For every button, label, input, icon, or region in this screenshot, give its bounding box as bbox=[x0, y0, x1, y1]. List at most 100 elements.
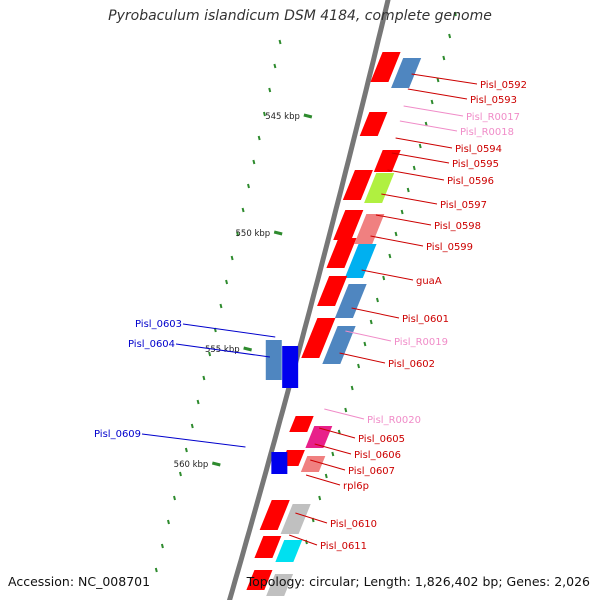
inner-tick bbox=[268, 87, 272, 93]
gene-box bbox=[333, 210, 364, 240]
inner-tick bbox=[247, 183, 250, 189]
gene-box bbox=[246, 570, 273, 590]
inner-tick bbox=[225, 279, 229, 285]
label-leader bbox=[314, 443, 352, 455]
inner-tick bbox=[178, 471, 182, 477]
inner-tick bbox=[190, 423, 194, 429]
label-leader bbox=[407, 88, 468, 100]
outer-tick bbox=[430, 99, 434, 105]
inner-tick bbox=[278, 39, 282, 45]
label-leader bbox=[289, 534, 318, 546]
gene-label: Pisl_R0020 bbox=[367, 415, 421, 426]
gene-label: rpl6p bbox=[343, 481, 369, 492]
label-leader bbox=[182, 323, 276, 338]
label-leader bbox=[361, 269, 414, 281]
gene-label: Pisl_0602 bbox=[388, 359, 435, 370]
outer-tick bbox=[442, 55, 446, 61]
outer-tick bbox=[453, 11, 457, 17]
gene-label: guaA bbox=[416, 276, 442, 287]
label-leader bbox=[295, 512, 328, 524]
scale-label: 550 kbp bbox=[236, 229, 271, 239]
label-leader bbox=[375, 214, 432, 226]
gene-label: Pisl_0606 bbox=[354, 450, 401, 461]
reverse-gene-box bbox=[265, 340, 282, 380]
label-leader bbox=[310, 459, 346, 471]
gene-label: Pisl_0594 bbox=[455, 144, 502, 155]
gene-label: Pisl_0610 bbox=[330, 519, 377, 530]
gene-label: Pisl_0611 bbox=[320, 541, 367, 552]
inner-tick bbox=[236, 231, 240, 237]
gene-label: Pisl_0601 bbox=[402, 314, 449, 325]
label-leader bbox=[175, 343, 270, 358]
outer-tick bbox=[394, 231, 398, 237]
gene-label: Pisl_0598 bbox=[434, 221, 481, 232]
label-leader bbox=[403, 105, 464, 117]
scale-tick bbox=[243, 346, 252, 352]
inner-tick bbox=[241, 207, 245, 213]
label-leader bbox=[351, 307, 400, 319]
outer-tick bbox=[344, 407, 348, 413]
outer-tick bbox=[388, 253, 392, 259]
inner-tick bbox=[273, 63, 277, 69]
gene-box bbox=[391, 58, 422, 88]
gene-box bbox=[317, 276, 348, 306]
scale-tick bbox=[273, 230, 283, 236]
page-title: Pyrobaculum islandicum DSM 4184, complet… bbox=[108, 8, 492, 24]
gene-label: Pisl_0597 bbox=[440, 200, 487, 211]
label-leader bbox=[411, 73, 478, 85]
label-leader bbox=[318, 427, 356, 439]
reverse-gene-box bbox=[271, 452, 288, 474]
label-leader bbox=[339, 352, 386, 364]
label-leader bbox=[324, 408, 365, 420]
gene-label: Pisl_0603 bbox=[135, 319, 182, 330]
gene-box bbox=[359, 112, 388, 136]
inner-tick bbox=[184, 447, 188, 453]
gene-box bbox=[326, 238, 357, 268]
gene-box bbox=[289, 416, 314, 432]
inner-tick bbox=[263, 111, 266, 117]
scale-tick bbox=[303, 113, 313, 119]
topology-text: Topology: circular; Length: 1,826,402 bp… bbox=[246, 574, 590, 589]
gene-label: Pisl_0595 bbox=[452, 159, 499, 170]
gene-label: Pisl_0607 bbox=[348, 466, 395, 477]
gene-box bbox=[305, 426, 333, 448]
gene-label: Pisl_0604 bbox=[128, 339, 175, 350]
outer-tick bbox=[363, 341, 367, 347]
outer-tick bbox=[350, 385, 354, 391]
label-leader bbox=[387, 169, 445, 181]
gene-box bbox=[342, 170, 373, 200]
label-leader bbox=[345, 330, 392, 342]
gene-box bbox=[254, 536, 282, 558]
label-leader bbox=[399, 120, 458, 132]
gene-box bbox=[344, 244, 377, 278]
label-leader bbox=[391, 152, 450, 164]
gene-label: Pisl_0592 bbox=[480, 80, 527, 91]
gene-label: Pisl_0596 bbox=[447, 176, 494, 187]
scale-tick bbox=[211, 461, 221, 467]
inner-tick bbox=[219, 303, 223, 309]
gene-box bbox=[300, 456, 326, 472]
inner-tick bbox=[230, 255, 234, 261]
gene-box bbox=[275, 540, 303, 562]
gene-box bbox=[259, 500, 290, 530]
inner-tick bbox=[208, 351, 212, 357]
gene-label: Pisl_0599 bbox=[426, 242, 473, 253]
inner-tick bbox=[167, 519, 170, 525]
inner-tick bbox=[173, 495, 176, 501]
gene-box bbox=[322, 326, 356, 364]
label-leader bbox=[305, 474, 341, 486]
outer-tick bbox=[418, 143, 422, 149]
outer-tick bbox=[406, 187, 410, 193]
gene-box bbox=[373, 150, 401, 172]
reverse-gene-box bbox=[282, 346, 299, 388]
gene-box bbox=[370, 52, 401, 82]
gene-box bbox=[301, 318, 336, 358]
gene-label: Pisl_R0017 bbox=[466, 112, 520, 123]
gene-box bbox=[334, 284, 367, 318]
gene-label: Pisl_R0018 bbox=[460, 127, 514, 138]
backbone bbox=[226, 0, 391, 600]
label-leader bbox=[141, 433, 246, 448]
outer-tick bbox=[400, 209, 404, 215]
